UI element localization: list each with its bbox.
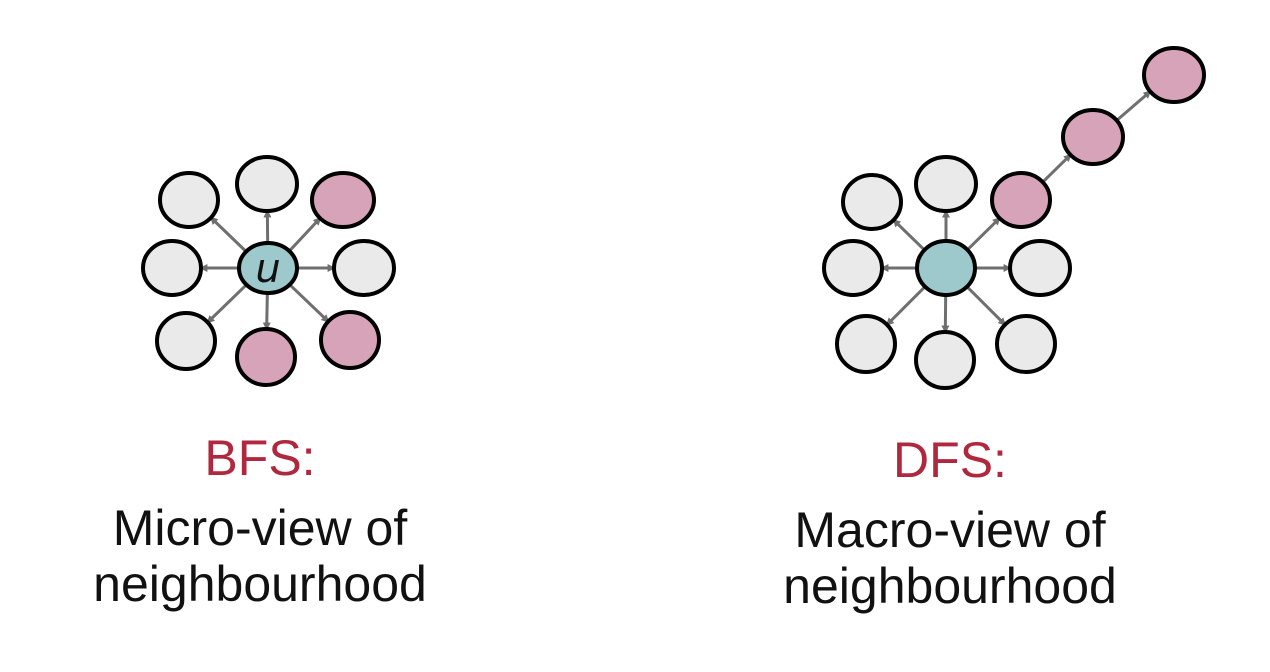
bfs-edge-arrow [262, 291, 271, 331]
bfs-node [141, 239, 203, 297]
dfs-edge-arrow [964, 284, 1007, 327]
dfs-node [914, 330, 976, 390]
dfs-edge-arrow [892, 218, 927, 253]
dfs-center-node [915, 239, 977, 297]
bfs-description-line-2: neighbourhood [93, 556, 427, 612]
dfs-node [995, 314, 1057, 374]
bfs-node [332, 239, 396, 297]
dfs-node [1008, 239, 1072, 297]
bfs-edge-arrow [287, 216, 322, 254]
bfs-edge-arrow [287, 282, 330, 323]
bfs-graph: u [141, 155, 396, 387]
dfs-description-line-2: neighbourhood [783, 558, 1117, 614]
dfs-caption: DFS: Macro-view of neighbourhood [700, 432, 1200, 614]
bfs-node [235, 155, 299, 213]
dfs-node [914, 155, 978, 213]
dfs-title: DFS: [893, 432, 1007, 488]
bfs-description-line-1: Micro-view of [112, 500, 408, 556]
dfs-description-line-1: Macro-view of [794, 502, 1106, 558]
dfs-edge-arrow [965, 216, 1001, 252]
dfs-node [822, 239, 884, 297]
bfs-title: BFS: [204, 430, 316, 486]
bfs-node [158, 171, 220, 229]
bfs-edge-arrow [206, 282, 249, 324]
dfs-visited-node [1061, 108, 1125, 166]
bfs-visited-node [310, 171, 376, 229]
bfs-edge-arrow [209, 216, 249, 254]
bfs-caption: BFS: Micro-view of neighbourhood [20, 430, 500, 612]
dfs-node [841, 173, 903, 231]
bfs-visited-node [235, 327, 297, 387]
bfs-visited-node [319, 310, 381, 370]
dfs-edge-arrow [1040, 153, 1072, 185]
dfs-edge-arrow [885, 284, 928, 327]
dfs-graph [822, 46, 1206, 390]
bfs-node [155, 311, 217, 371]
dfs-edge-arrow [1114, 89, 1152, 123]
bfs-center-node-label: u [255, 246, 280, 292]
dfs-node [835, 314, 897, 374]
dfs-visited-node [990, 171, 1052, 229]
dfs-visited-node [1142, 46, 1206, 104]
bfs-center-node [237, 241, 299, 295]
